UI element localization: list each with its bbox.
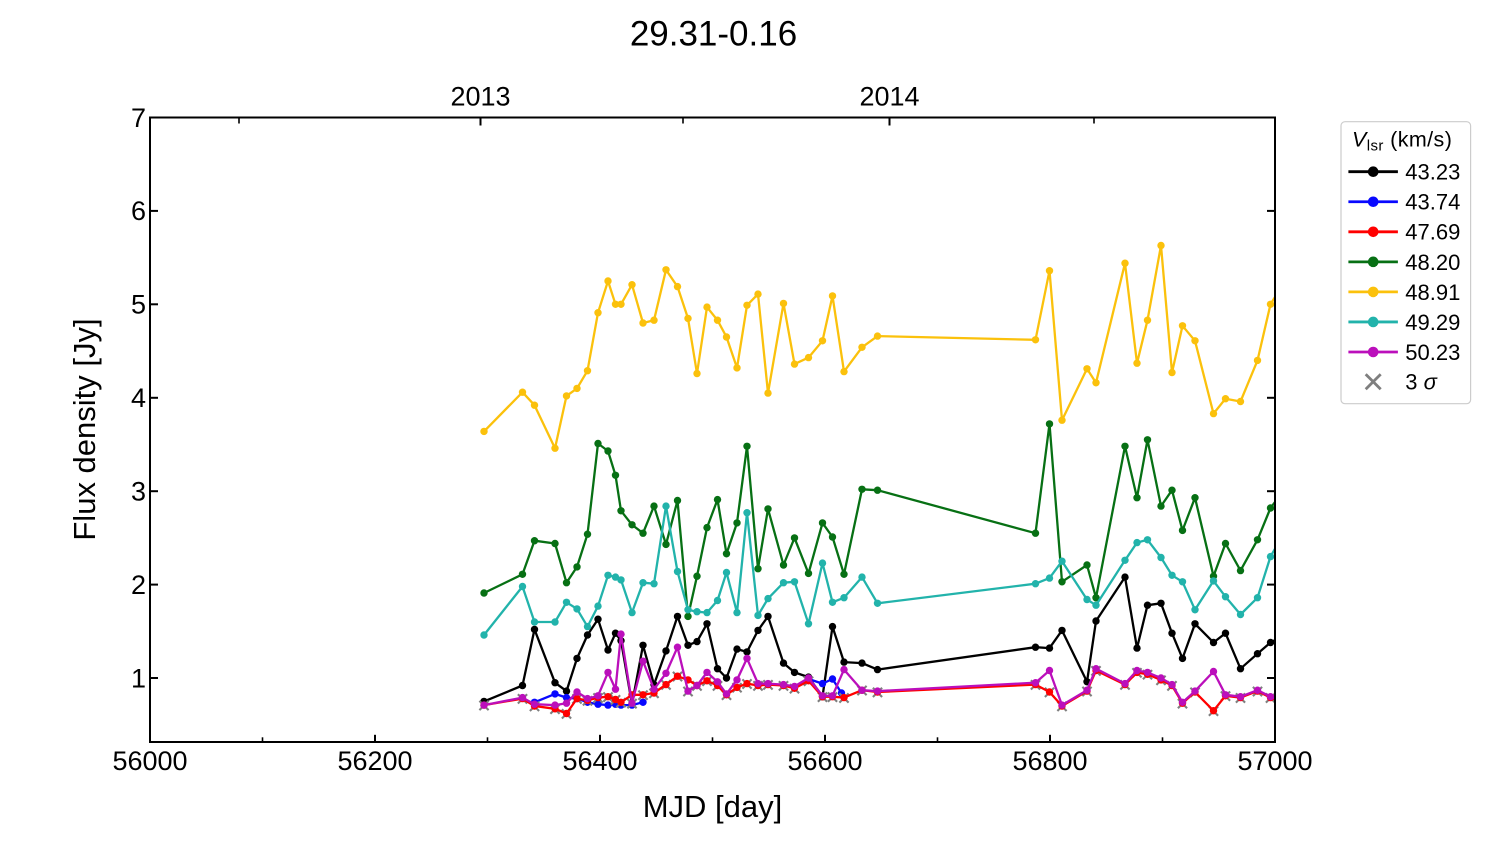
svg-text:5: 5 bbox=[131, 290, 146, 320]
svg-text:Flux density [Jy]: Flux density [Jy] bbox=[67, 318, 102, 540]
svg-text:56800: 56800 bbox=[1012, 746, 1087, 776]
svg-text:2: 2 bbox=[131, 570, 146, 600]
svg-text:43.74: 43.74 bbox=[1405, 190, 1460, 215]
svg-text:1: 1 bbox=[131, 663, 146, 693]
svg-text:7: 7 bbox=[131, 103, 146, 133]
svg-text:3 σ: 3 σ bbox=[1405, 370, 1437, 395]
svg-text:56400: 56400 bbox=[562, 746, 637, 776]
svg-text:57000: 57000 bbox=[1237, 746, 1312, 776]
svg-text:Vlsr (km/s): Vlsr (km/s) bbox=[1352, 128, 1452, 155]
svg-text:43.23: 43.23 bbox=[1405, 160, 1460, 185]
svg-text:3: 3 bbox=[131, 477, 146, 507]
svg-text:6: 6 bbox=[131, 196, 146, 226]
svg-text:29.31-0.16: 29.31-0.16 bbox=[630, 15, 797, 54]
svg-text:2014: 2014 bbox=[859, 82, 919, 112]
svg-text:47.69: 47.69 bbox=[1405, 220, 1460, 245]
svg-text:48.91: 48.91 bbox=[1405, 280, 1460, 305]
svg-text:56600: 56600 bbox=[787, 746, 862, 776]
svg-text:MJD [day]: MJD [day] bbox=[643, 789, 783, 824]
svg-text:50.23: 50.23 bbox=[1405, 340, 1460, 365]
svg-text:48.20: 48.20 bbox=[1405, 250, 1460, 275]
svg-text:2013: 2013 bbox=[450, 82, 510, 112]
svg-text:49.29: 49.29 bbox=[1405, 310, 1460, 335]
svg-text:56200: 56200 bbox=[337, 746, 412, 776]
svg-text:56000: 56000 bbox=[112, 746, 187, 776]
svg-text:4: 4 bbox=[131, 383, 146, 413]
